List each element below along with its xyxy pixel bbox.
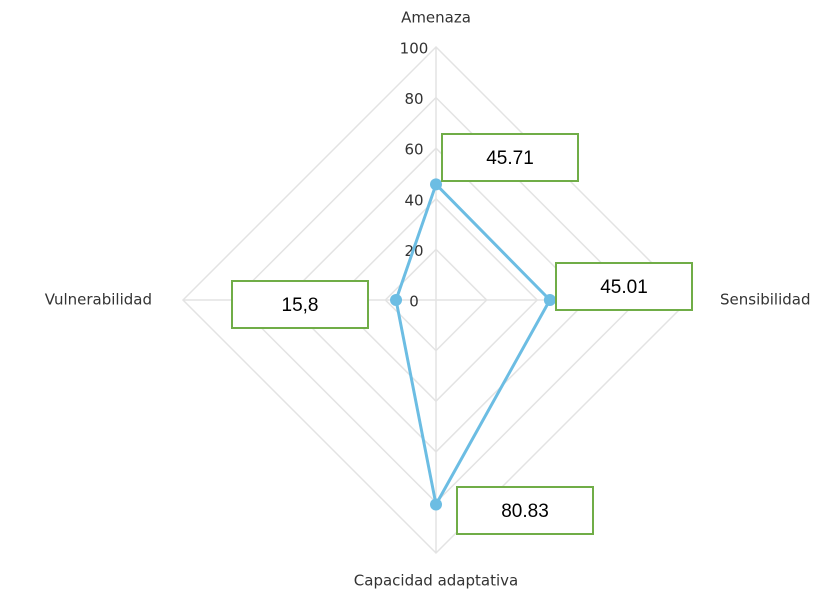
- data-point: [543, 294, 556, 306]
- value-label: 15,8: [282, 295, 319, 316]
- category-label: Vulnerabilidad: [45, 291, 152, 309]
- category-label: Capacidad adaptativa: [354, 572, 518, 590]
- series-line: [394, 181, 552, 509]
- category-label: Sensibilidad: [720, 291, 811, 309]
- r-tick-label: 80: [404, 90, 423, 108]
- value-label-box: [231, 280, 369, 329]
- value-label-box: [441, 133, 579, 182]
- category-label: Amenaza: [401, 9, 471, 27]
- r-tick-label: 60: [404, 141, 423, 159]
- data-point: [390, 294, 403, 306]
- r-tick-label: 100: [400, 40, 429, 58]
- value-label: 45.71: [486, 148, 534, 169]
- value-label-box: [456, 486, 594, 535]
- value-label: 80.83: [501, 501, 549, 522]
- data-point: [430, 178, 442, 191]
- value-label: 45.01: [600, 277, 648, 298]
- data-point: [430, 498, 442, 511]
- r-tick-label: 40: [404, 191, 423, 209]
- value-label-box: [555, 262, 693, 311]
- r-tick-label: 0: [409, 293, 419, 311]
